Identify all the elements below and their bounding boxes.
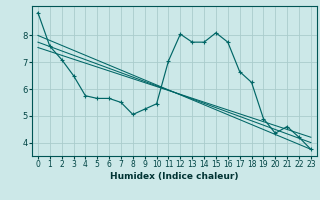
X-axis label: Humidex (Indice chaleur): Humidex (Indice chaleur)	[110, 172, 239, 181]
